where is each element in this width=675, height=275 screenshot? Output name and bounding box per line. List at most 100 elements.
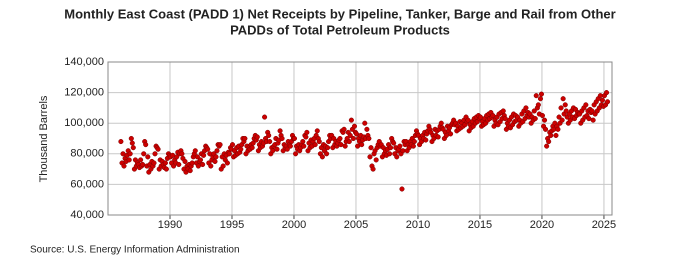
data-point	[544, 143, 550, 149]
data-point	[604, 99, 611, 105]
y-tick-label: 40,000	[70, 209, 104, 221]
data-point	[546, 139, 552, 145]
x-tick-label: 2005	[344, 219, 368, 231]
data-point	[319, 154, 325, 160]
data-point	[121, 163, 127, 169]
data-point	[200, 161, 206, 168]
data-point	[362, 120, 368, 126]
y-tick-label: 120,000	[64, 87, 104, 99]
data-point	[342, 143, 348, 149]
x-tick-label: 2020	[530, 219, 554, 231]
data-point	[303, 134, 309, 140]
data-point	[213, 154, 219, 160]
data-point	[353, 131, 360, 137]
data-point	[229, 142, 236, 148]
data-point	[603, 90, 610, 96]
data-point	[599, 97, 606, 103]
data-point	[563, 108, 569, 114]
data-point	[562, 102, 568, 108]
data-point	[182, 158, 188, 164]
x-tick-label: 1990	[158, 219, 182, 231]
data-point	[249, 145, 255, 151]
data-point	[220, 163, 226, 169]
chart-title: Monthly East Coast (PADD 1) Net Receipts…	[64, 6, 615, 21]
data-point	[394, 154, 400, 160]
data-point	[590, 117, 596, 123]
x-tick-label: 2010	[406, 219, 430, 231]
data-point	[226, 151, 232, 157]
data-point	[556, 114, 562, 120]
data-point	[435, 134, 441, 140]
chart-title: PADDs of Total Petroleum Products	[230, 22, 450, 37]
data-point	[293, 151, 299, 157]
data-point	[284, 146, 290, 152]
data-point	[531, 108, 537, 114]
data-point	[542, 126, 549, 132]
data-point	[266, 132, 272, 138]
data-point	[538, 91, 545, 97]
data-point	[533, 93, 539, 99]
data-point	[423, 137, 429, 143]
data-point	[262, 114, 268, 120]
data-point	[373, 157, 379, 163]
data-point	[300, 139, 306, 145]
y-axis-label: Thousand Barrels	[38, 95, 50, 182]
data-point	[586, 116, 592, 122]
data-point	[126, 157, 132, 163]
data-point	[217, 142, 223, 148]
data-point	[197, 157, 204, 163]
data-point	[238, 146, 244, 152]
data-point	[559, 117, 565, 123]
data-point	[341, 126, 347, 132]
y-tick-label: 140,000	[64, 56, 104, 68]
data-point	[301, 143, 307, 149]
x-tick-label: 2000	[282, 219, 306, 231]
data-point	[583, 102, 589, 108]
data-point	[535, 102, 541, 108]
data-point	[359, 142, 365, 148]
data-point	[502, 116, 508, 122]
data-point	[189, 160, 195, 166]
data-point	[152, 151, 158, 157]
data-point	[162, 160, 168, 166]
data-point	[254, 134, 260, 140]
data-point	[411, 139, 417, 145]
data-point	[138, 157, 144, 163]
data-point	[558, 105, 564, 111]
data-point	[350, 135, 356, 142]
data-point	[548, 132, 554, 138]
data-point	[337, 135, 343, 142]
data-point	[391, 140, 397, 146]
data-point	[367, 154, 373, 160]
data-point	[151, 160, 157, 166]
data-point	[348, 117, 354, 123]
plot-frame	[107, 61, 613, 216]
data-point	[397, 143, 403, 149]
data-point	[143, 142, 149, 148]
data-point	[589, 108, 595, 114]
data-point	[542, 117, 548, 123]
data-point	[274, 146, 280, 152]
data-point	[370, 166, 376, 172]
data-point	[155, 146, 161, 152]
data-point	[163, 166, 169, 172]
data-point	[277, 128, 283, 134]
data-point	[368, 145, 374, 151]
data-point	[438, 120, 444, 126]
data-point	[324, 151, 330, 157]
data-point	[128, 135, 134, 142]
source-note: Source: U.S. Energy Information Administ…	[30, 245, 240, 256]
data-point	[140, 161, 146, 168]
data-point	[118, 139, 124, 145]
data-point	[410, 143, 416, 149]
x-tick-label: 1995	[220, 219, 244, 231]
data-point	[312, 142, 318, 148]
data-point	[443, 132, 449, 138]
data-point	[560, 96, 566, 102]
x-tick-label: 2025	[592, 219, 616, 231]
data-point	[141, 151, 147, 157]
data-point	[400, 148, 406, 154]
data-point	[130, 145, 136, 151]
data-point	[205, 146, 211, 152]
